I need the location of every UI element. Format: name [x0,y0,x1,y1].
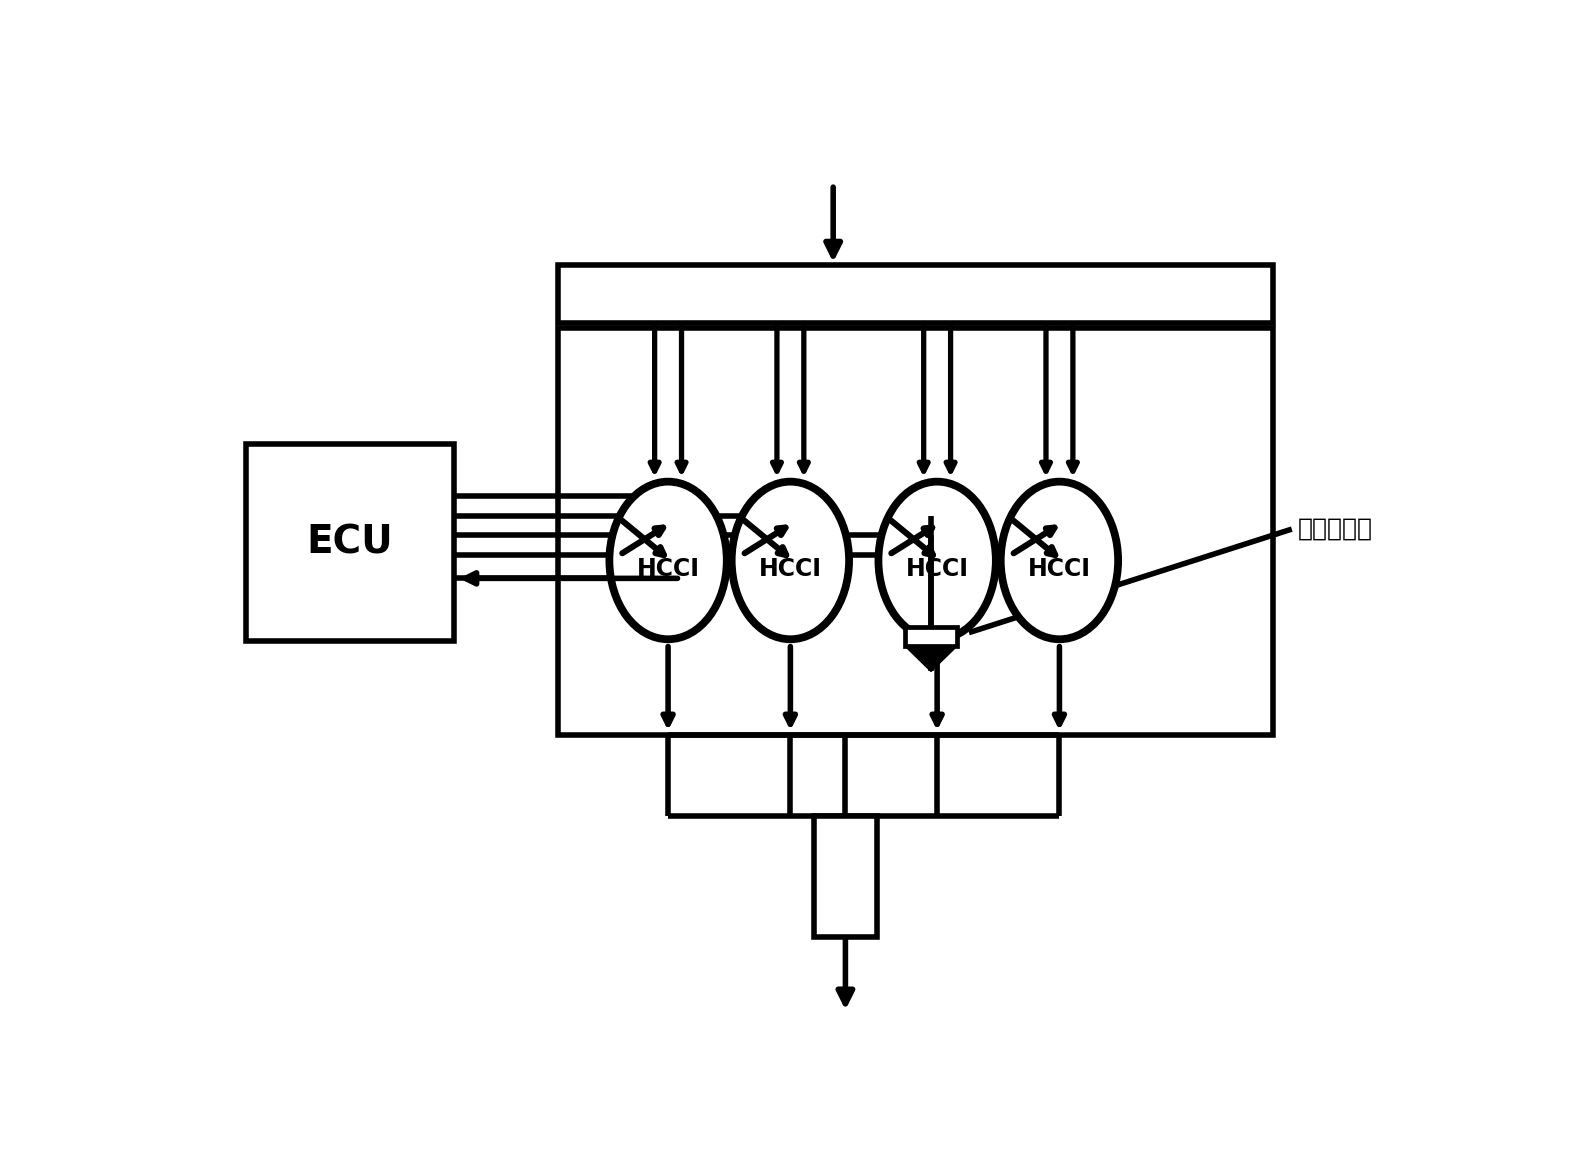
Text: 爆震传感器: 爆震传感器 [1297,518,1373,541]
Bar [246,444,454,641]
Text: HCCI: HCCI [636,557,699,582]
Ellipse shape [1000,481,1119,640]
Text: HCCI: HCCI [906,557,969,582]
Text: HCCI: HCCI [1027,557,1090,582]
Text: HCCI: HCCI [759,557,822,582]
Bar [559,265,1273,323]
Polygon shape [906,647,956,671]
Bar [559,328,1273,735]
Ellipse shape [879,481,996,640]
Ellipse shape [732,481,849,640]
Bar [814,815,877,936]
Ellipse shape [609,481,727,640]
Bar [906,627,956,647]
Text: ECU: ECU [306,523,393,562]
